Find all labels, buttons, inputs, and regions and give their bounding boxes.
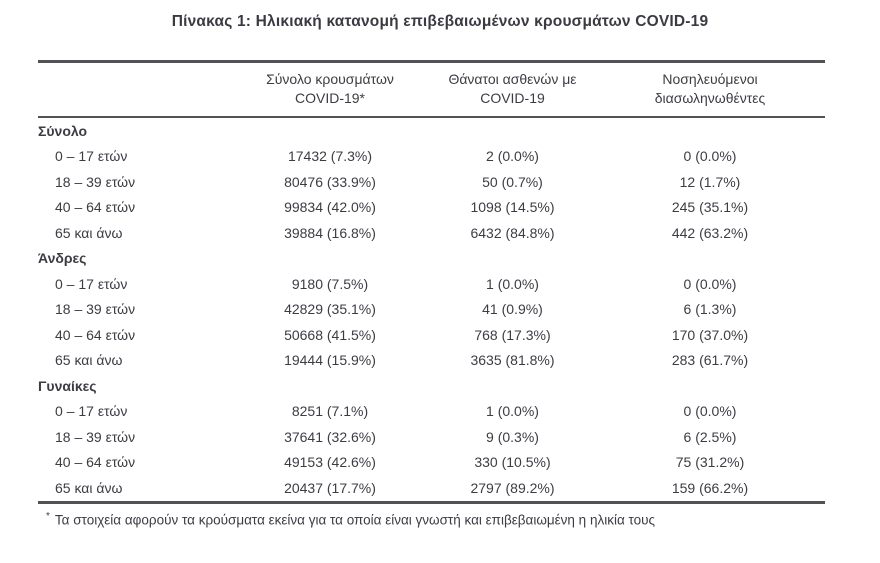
data-row: 0 – 17 ετών 9180 (7.5%) 1 (0.0%) 0 (0.0%) [38, 271, 825, 297]
data-row: 0 – 17 ετών 8251 (7.1%) 1 (0.0%) 0 (0.0%) [38, 399, 825, 425]
value-cell: 19444 (15.9%) [284, 352, 376, 369]
section-header-row: Γυναίκες [38, 373, 825, 399]
value-cell: 2 (0.0%) [486, 148, 539, 165]
value-cell: 1 (0.0%) [486, 275, 539, 292]
value-cell: 283 (61.7%) [671, 352, 749, 369]
column-header-total-cases: Σύνολο κρουσμάτων COVID-19* [230, 60, 430, 118]
age-group-label: 40 – 64 ετών [55, 199, 136, 216]
value-cell: 3635 (81.8%) [470, 352, 555, 369]
value-cell: 80476 (33.9%) [284, 173, 376, 190]
footnote-text: Τα στοιχεία αφορούν τα κρούσματα εκείνα … [54, 512, 656, 527]
age-group-label: 0 – 17 ετών [55, 403, 128, 420]
value-cell: 9180 (7.5%) [291, 275, 369, 292]
value-cell: 50 (0.7%) [482, 173, 543, 190]
value-cell: 42829 (35.1%) [284, 301, 376, 318]
column-header-line: Σύνολο κρουσμάτων [266, 71, 394, 87]
footnote: * Τα στοιχεία αφορούν τα κρούσματα εκείνα… [38, 511, 825, 528]
footnote-marker: * [46, 510, 50, 522]
age-group-label: 65 και άνω [55, 479, 123, 496]
value-cell: 1 (0.0%) [486, 403, 539, 420]
covid-age-distribution-table: Σύνολο κρουσμάτων COVID-19* Θάνατοι ασθε… [38, 60, 825, 504]
data-row: 40 – 64 ετών 49153 (42.6%) 330 (10.5%) 75 (… [38, 450, 825, 476]
column-header-deaths: Θάνατοι ασθενών με COVID-19 [430, 60, 595, 118]
column-header-line: COVID-19* [294, 90, 366, 106]
age-group-label: 0 – 17 ετών [55, 148, 128, 165]
age-group-label: 40 – 64 ετών [55, 454, 136, 471]
table-container: Σύνολο κρουσμάτων COVID-19* Θάνατοι ασθε… [38, 60, 825, 527]
corner-cell [38, 60, 230, 118]
value-cell: 6 (1.3%) [683, 301, 737, 318]
age-group-label: 18 – 39 ετών [55, 428, 136, 445]
value-cell: 330 (10.5%) [474, 454, 551, 471]
value-cell: 159 (66.2%) [671, 479, 749, 496]
value-cell: 50668 (41.5%) [284, 326, 376, 343]
data-row: 65 και άνω 20437 (17.7%) 2797 (89.2%) 159 (… [38, 475, 825, 502]
data-row: 40 – 64 ετών 99834 (42.0%) 1098 (14.5%) 245… [38, 195, 825, 221]
value-cell: 2797 (89.2%) [470, 479, 555, 496]
value-cell: 170 (37.0%) [671, 326, 749, 343]
data-row: 65 και άνω 19444 (15.9%) 3635 (81.8%) 283 (… [38, 348, 825, 374]
value-cell: 17432 (7.3%) [287, 148, 373, 165]
value-cell: 6432 (84.8%) [470, 224, 555, 241]
age-group-label: 0 – 17 ετών [55, 275, 128, 292]
value-cell: 0 (0.0%) [683, 275, 737, 292]
value-cell: 75 (31.2%) [675, 454, 745, 471]
value-cell: 1098 (14.5%) [470, 199, 555, 216]
value-cell: 20437 (17.7%) [284, 479, 376, 496]
section-label: Σύνολο [38, 122, 88, 139]
value-cell: 0 (0.0%) [683, 403, 737, 420]
column-header-line: Θάνατοι ασθενών με [448, 71, 577, 87]
data-row: 65 και άνω 39884 (16.8%) 6432 (84.8%) 442 (… [38, 220, 825, 246]
value-cell: 6 (2.5%) [683, 428, 737, 445]
value-cell: 9 (0.3%) [486, 428, 539, 445]
header-row: Σύνολο κρουσμάτων COVID-19* Θάνατοι ασθε… [38, 60, 825, 118]
table-header: Σύνολο κρουσμάτων COVID-19* Θάνατοι ασθε… [38, 60, 825, 118]
value-cell: 99834 (42.0%) [284, 199, 376, 216]
data-row: 18 – 39 ετών 37641 (32.6%) 9 (0.3%) 6 (2.5%… [38, 424, 825, 450]
value-cell: 37641 (32.6%) [284, 428, 376, 445]
column-header-line: COVID-19 [480, 90, 545, 106]
value-cell: 41 (0.9%) [482, 301, 543, 318]
value-cell: 12 (1.7%) [679, 173, 741, 190]
age-group-label: 18 – 39 ετών [55, 173, 136, 190]
age-group-label: 65 και άνω [55, 224, 123, 241]
age-group-label: 18 – 39 ετών [55, 301, 136, 318]
section-header-row: Άνδρες [38, 246, 825, 272]
column-header-intubated: Νοσηλευόμενοι διασωληνωθέντες [595, 60, 825, 118]
table-body: Σύνολο 0 – 17 ετών 17432 (7.3%) 2 (0.0%) 0 (… [38, 117, 825, 502]
data-row: 18 – 39 ετών 80476 (33.9%) 50 (0.7%) 12 (1.… [38, 169, 825, 195]
section-label: Γυναίκες [38, 377, 97, 394]
data-row: 18 – 39 ετών 42829 (35.1%) 41 (0.9%) 6 (1.3… [38, 297, 825, 323]
value-cell: 442 (63.2%) [671, 224, 749, 241]
data-row: 40 – 64 ετών 50668 (41.5%) 768 (17.3%) 170 … [38, 322, 825, 348]
table-title: Πίνακας 1: Ηλικιακή κατανομή επιβεβαιωμέ… [171, 13, 709, 30]
value-cell: 49153 (42.6%) [284, 454, 376, 471]
section-label: Άνδρες [38, 250, 87, 267]
data-row: 0 – 17 ετών 17432 (7.3%) 2 (0.0%) 0 (0.0%) [38, 144, 825, 170]
value-cell: 768 (17.3%) [474, 326, 551, 343]
value-cell: 245 (35.1%) [671, 199, 749, 216]
column-header-line: Νοσηλευόμενοι [662, 71, 758, 87]
column-header-line: διασωληνωθέντες [654, 90, 766, 106]
age-group-label: 40 – 64 ετών [55, 326, 136, 343]
value-cell: 8251 (7.1%) [291, 403, 369, 420]
age-group-label: 65 και άνω [55, 352, 123, 369]
section-header-row: Σύνολο [38, 117, 825, 144]
value-cell: 0 (0.0%) [683, 148, 737, 165]
value-cell: 39884 (16.8%) [284, 224, 376, 241]
